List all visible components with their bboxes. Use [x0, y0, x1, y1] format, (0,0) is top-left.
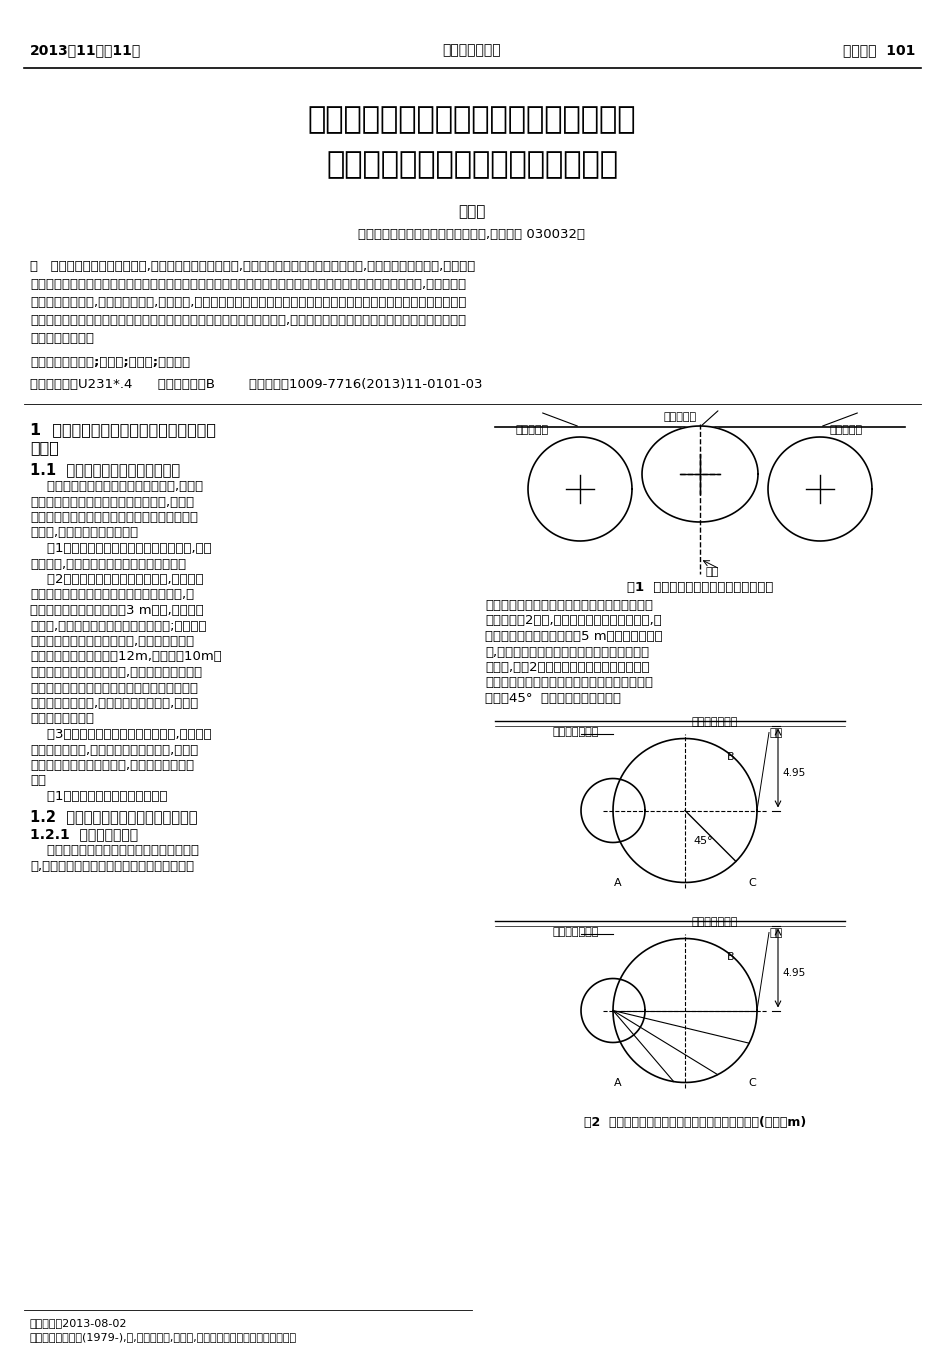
Text: 特点考虑先采用盾构法在两侧隧道施工,然后采: 特点考虑先采用盾构法在两侧隧道施工,然后采	[30, 496, 194, 508]
Text: A: A	[614, 878, 621, 888]
Text: 城市道桥与防洪: 城市道桥与防洪	[442, 43, 500, 57]
Text: 中图分类号：U231*.4      文献标识码：B        文章编号：1009-7716(2013)11-0101-03: 中图分类号：U231*.4 文献标识码：B 文章编号：1009-7716(201…	[30, 378, 482, 390]
Text: 关键词：地铁车站;盾构法;矿山法;施工控制: 关键词：地铁车站;盾构法;矿山法;施工控制	[30, 357, 190, 369]
Text: 盾构法施工: 盾构法施工	[829, 426, 862, 435]
Text: 阶之下,所以以上台阶施工中也不用降水;由于两侧: 阶之下,所以以上台阶施工中也不用降水;由于两侧	[30, 620, 207, 632]
Text: 孟亚武: 孟亚武	[458, 204, 485, 219]
Text: 台进入地铁车厢的高度取为5 m左右即可满足要: 台进入地铁车厢的高度取为5 m左右即可满足要	[484, 630, 662, 643]
Text: 中柱: 中柱	[768, 728, 782, 739]
Text: 的运用: 的运用	[30, 440, 59, 455]
Polygon shape	[581, 978, 645, 1043]
Text: 4.95: 4.95	[782, 969, 804, 978]
Text: 问题。该文着重阐述了地铁车站盾构法与矿山法联合施工的一些技术要点,并在最后简要介绍了关于地铁车站施工防渗漏控制: 问题。该文着重阐述了地铁车站盾构法与矿山法联合施工的一些技术要点,并在最后简要介…	[30, 313, 465, 327]
Polygon shape	[767, 436, 871, 540]
Text: 图1  两种工法联合施工地铁车站示意图: 图1 两种工法联合施工地铁车站示意图	[626, 581, 772, 594]
Text: 经成为我国地下铁道修建中非常重要的施工方法。在实际地铁车站施工中若能将盾构法和其它辅助方法结合起来,例如盾构法: 经成为我国地下铁道修建中非常重要的施工方法。在实际地铁车站施工中若能将盾构法和其…	[30, 278, 465, 290]
Text: 车站盾构法隧道: 车站盾构法隧道	[691, 717, 737, 727]
Text: 通过。如图2所示,根据《地下铁道设计规范》,站: 通过。如图2所示,根据《地下铁道设计规范》,站	[484, 615, 661, 627]
Text: 度。: 度。	[30, 774, 46, 788]
Text: 个台阶即可完成宽度约为12m,高度约为10m的: 个台阶即可完成宽度约为12m,高度约为10m的	[30, 650, 222, 663]
Text: 摘   要：在城市地铁车站施工中,盾构施工法运用较为广泛,其特点有安全快速、对环境影响小,以及适用范围广等等,此方法已: 摘 要：在城市地铁车站施工中,盾构施工法运用较为广泛,其特点有安全快速、对环境影…	[30, 259, 475, 273]
Text: B: B	[726, 751, 733, 762]
Text: 4.95: 4.95	[782, 767, 804, 778]
Text: 区间盾构法隧道: 区间盾构法隧道	[552, 928, 598, 938]
Text: 地铁车站很多都是单层三跨隧道结构,根据此: 地铁车站很多都是单层三跨隧道结构,根据此	[30, 480, 203, 493]
Text: 与矿山法联合施工,能缩短建设工期,降低造价,有良好的技术经济效益。地铁车站施工过程中结构的渗漏问题也是不可忽视的: 与矿山法联合施工,能缩短建设工期,降低造价,有良好的技术经济效益。地铁车站施工过…	[30, 296, 466, 309]
Text: 地铁车站盾构隧道的内径由下面两个因素确: 地铁车站盾构隧道的内径由下面两个因素确	[30, 844, 199, 858]
Text: 1.2  地铁车站盾构法施工隧道结构设计: 1.2 地铁车站盾构法施工隧道结构设计	[30, 809, 197, 824]
Text: A: A	[614, 1078, 621, 1088]
Text: 使用拆除的管片,几乎没有施工的废弃物,这从某: 使用拆除的管片,几乎没有施工的废弃物,这从某	[30, 743, 198, 757]
Text: 45°: 45°	[692, 835, 712, 846]
Text: 地铁车站施工防渗漏控制要点的探析: 地铁车站施工防渗漏控制要点的探析	[326, 150, 617, 180]
Polygon shape	[613, 939, 756, 1082]
Text: 矿山法施工: 矿山法施工	[663, 412, 696, 422]
Polygon shape	[613, 739, 756, 882]
Text: C: C	[748, 878, 755, 888]
Text: C: C	[748, 1078, 755, 1088]
Text: 管理施工  101: 管理施工 101	[842, 43, 914, 57]
Text: 车站盾构法隧道: 车站盾构法隧道	[691, 917, 737, 928]
Text: 于地下水位一般在轨顶上方3 m左右,位于上台: 于地下水位一般在轨顶上方3 m左右,位于上台	[30, 604, 204, 617]
Text: （中铁十七局集团第一工程有限公司,山西太原 030032）: （中铁十七局集团第一工程有限公司,山西太原 030032）	[358, 228, 585, 242]
Text: 种位置进行综合分析比较后选用区间隧道与车站: 种位置进行综合分析比较后选用区间隧道与车站	[484, 677, 652, 689]
Text: 1.1  盾构法与矿山法联合施工方案: 1.1 盾构法与矿山法联合施工方案	[30, 462, 180, 477]
Polygon shape	[528, 436, 632, 540]
Polygon shape	[641, 426, 757, 521]
Text: 道埋深,对图2所示区间隧道进入车站隧道的两: 道埋深,对图2所示区间隧道进入车站隧道的两	[484, 661, 649, 674]
Text: 盾构法施工: 盾构法施工	[514, 426, 548, 435]
Text: 图2  区间盾构隧道与车站盾构隧道相对位置示意图(单位：m): 图2 区间盾构隧道与车站盾构隧道相对位置示意图(单位：m)	[583, 1116, 805, 1128]
Text: 1  地铁车站盾构法与矿山法联合施工技术: 1 地铁车站盾构法与矿山法联合施工技术	[30, 422, 216, 436]
Polygon shape	[581, 778, 645, 843]
Text: 种程度上不仅降低工程造价,同时还加快施工进: 种程度上不仅降低工程造价,同时还加快施工进	[30, 759, 194, 771]
Text: B: B	[726, 951, 733, 962]
Text: 度的大小、下台阶的结构施工仅采用明排法或者: 度的大小、下台阶的结构施工仅采用明排法或者	[30, 681, 198, 694]
Text: 2013年11月第11期: 2013年11月第11期	[30, 43, 141, 57]
Text: 体的作用得到充分的利用而采取长台阶施工,由: 体的作用得到充分的利用而采取长台阶施工,由	[30, 589, 194, 601]
Text: 作者简介：孟亚武(1979-),男,甘肃镇原人,工程师,研究方向：交通工程桥梁与隧道。: 作者简介：孟亚武(1979-),男,甘肃镇原人,工程师,研究方向：交通工程桥梁与…	[30, 1332, 296, 1342]
Text: 中柱: 中柱	[768, 928, 782, 939]
Text: 1.2.1  隧道的内径确定: 1.2.1 隧道的内径确定	[30, 828, 138, 842]
Text: （1）工作竖井可以利用两端的明控车站,采用: （1）工作竖井可以利用两端的明控车站,采用	[30, 542, 211, 555]
Text: 盾构法隧道结构可以作为支撑,所以仅用上下两: 盾构法隧道结构可以作为支撑,所以仅用上下两	[30, 635, 194, 648]
Text: 洞内降水即可完成,从而大大减少降水量,减轻对: 洞内降水即可完成,从而大大减少降水量,减轻对	[30, 697, 198, 711]
Text: 收稿日期：2013-08-02: 收稿日期：2013-08-02	[30, 1319, 127, 1328]
Text: 高度和区间隧道施工盾构机能够从车站盾构隧道: 高度和区间隧道施工盾构机能够从车站盾构隧道	[484, 598, 652, 612]
Text: 用矿山法在隧道的中段施工。采用这两者方法联: 用矿山法在隧道的中段施工。采用这两者方法联	[30, 511, 198, 524]
Text: 盾构法时,两侧车站隧道在施工中不用降水。: 盾构法时,两侧车站隧道在施工中不用降水。	[30, 558, 186, 570]
Text: 地铁车站盾构法与矿山法联合施工技术及: 地铁车站盾构法与矿山法联合施工技术及	[308, 105, 635, 135]
Text: 地面环境的干扰。: 地面环境的干扰。	[30, 712, 93, 725]
Text: （2）中段隧道的施工采取矿山法,为了使土: （2）中段隧道的施工采取矿山法,为了使土	[30, 573, 203, 586]
Text: 大断面隧道施工。与此同时,根据地下水的渗流速: 大断面隧道施工。与此同时,根据地下水的渗流速	[30, 666, 202, 680]
Text: 图1为两种工法联合施工示意图。: 图1为两种工法联合施工示意图。	[30, 790, 167, 802]
Text: 定,分别是客流人员由站台进入地铁车厢的建筑: 定,分别是客流人员由站台进入地铁车厢的建筑	[30, 861, 194, 873]
Text: 求,为了尽可能增加隧道净空而同时又不增大隧: 求,为了尽可能增加隧道净空而同时又不增大隧	[484, 646, 649, 658]
Text: 隧道在45°  位置相切的进入方式。: 隧道在45° 位置相切的进入方式。	[484, 692, 620, 705]
Text: 的一些施工要点。: 的一些施工要点。	[30, 332, 93, 345]
Text: 区间盾构法隧道: 区间盾构法隧道	[552, 727, 598, 738]
Text: （3）施工中的管片经过特殊设计后,可以重复: （3）施工中的管片经过特殊设计后,可以重复	[30, 728, 211, 740]
Text: 合施工,具有以下的技术优势：: 合施工,具有以下的技术优势：	[30, 527, 138, 539]
Text: 中柱: 中柱	[704, 567, 717, 577]
